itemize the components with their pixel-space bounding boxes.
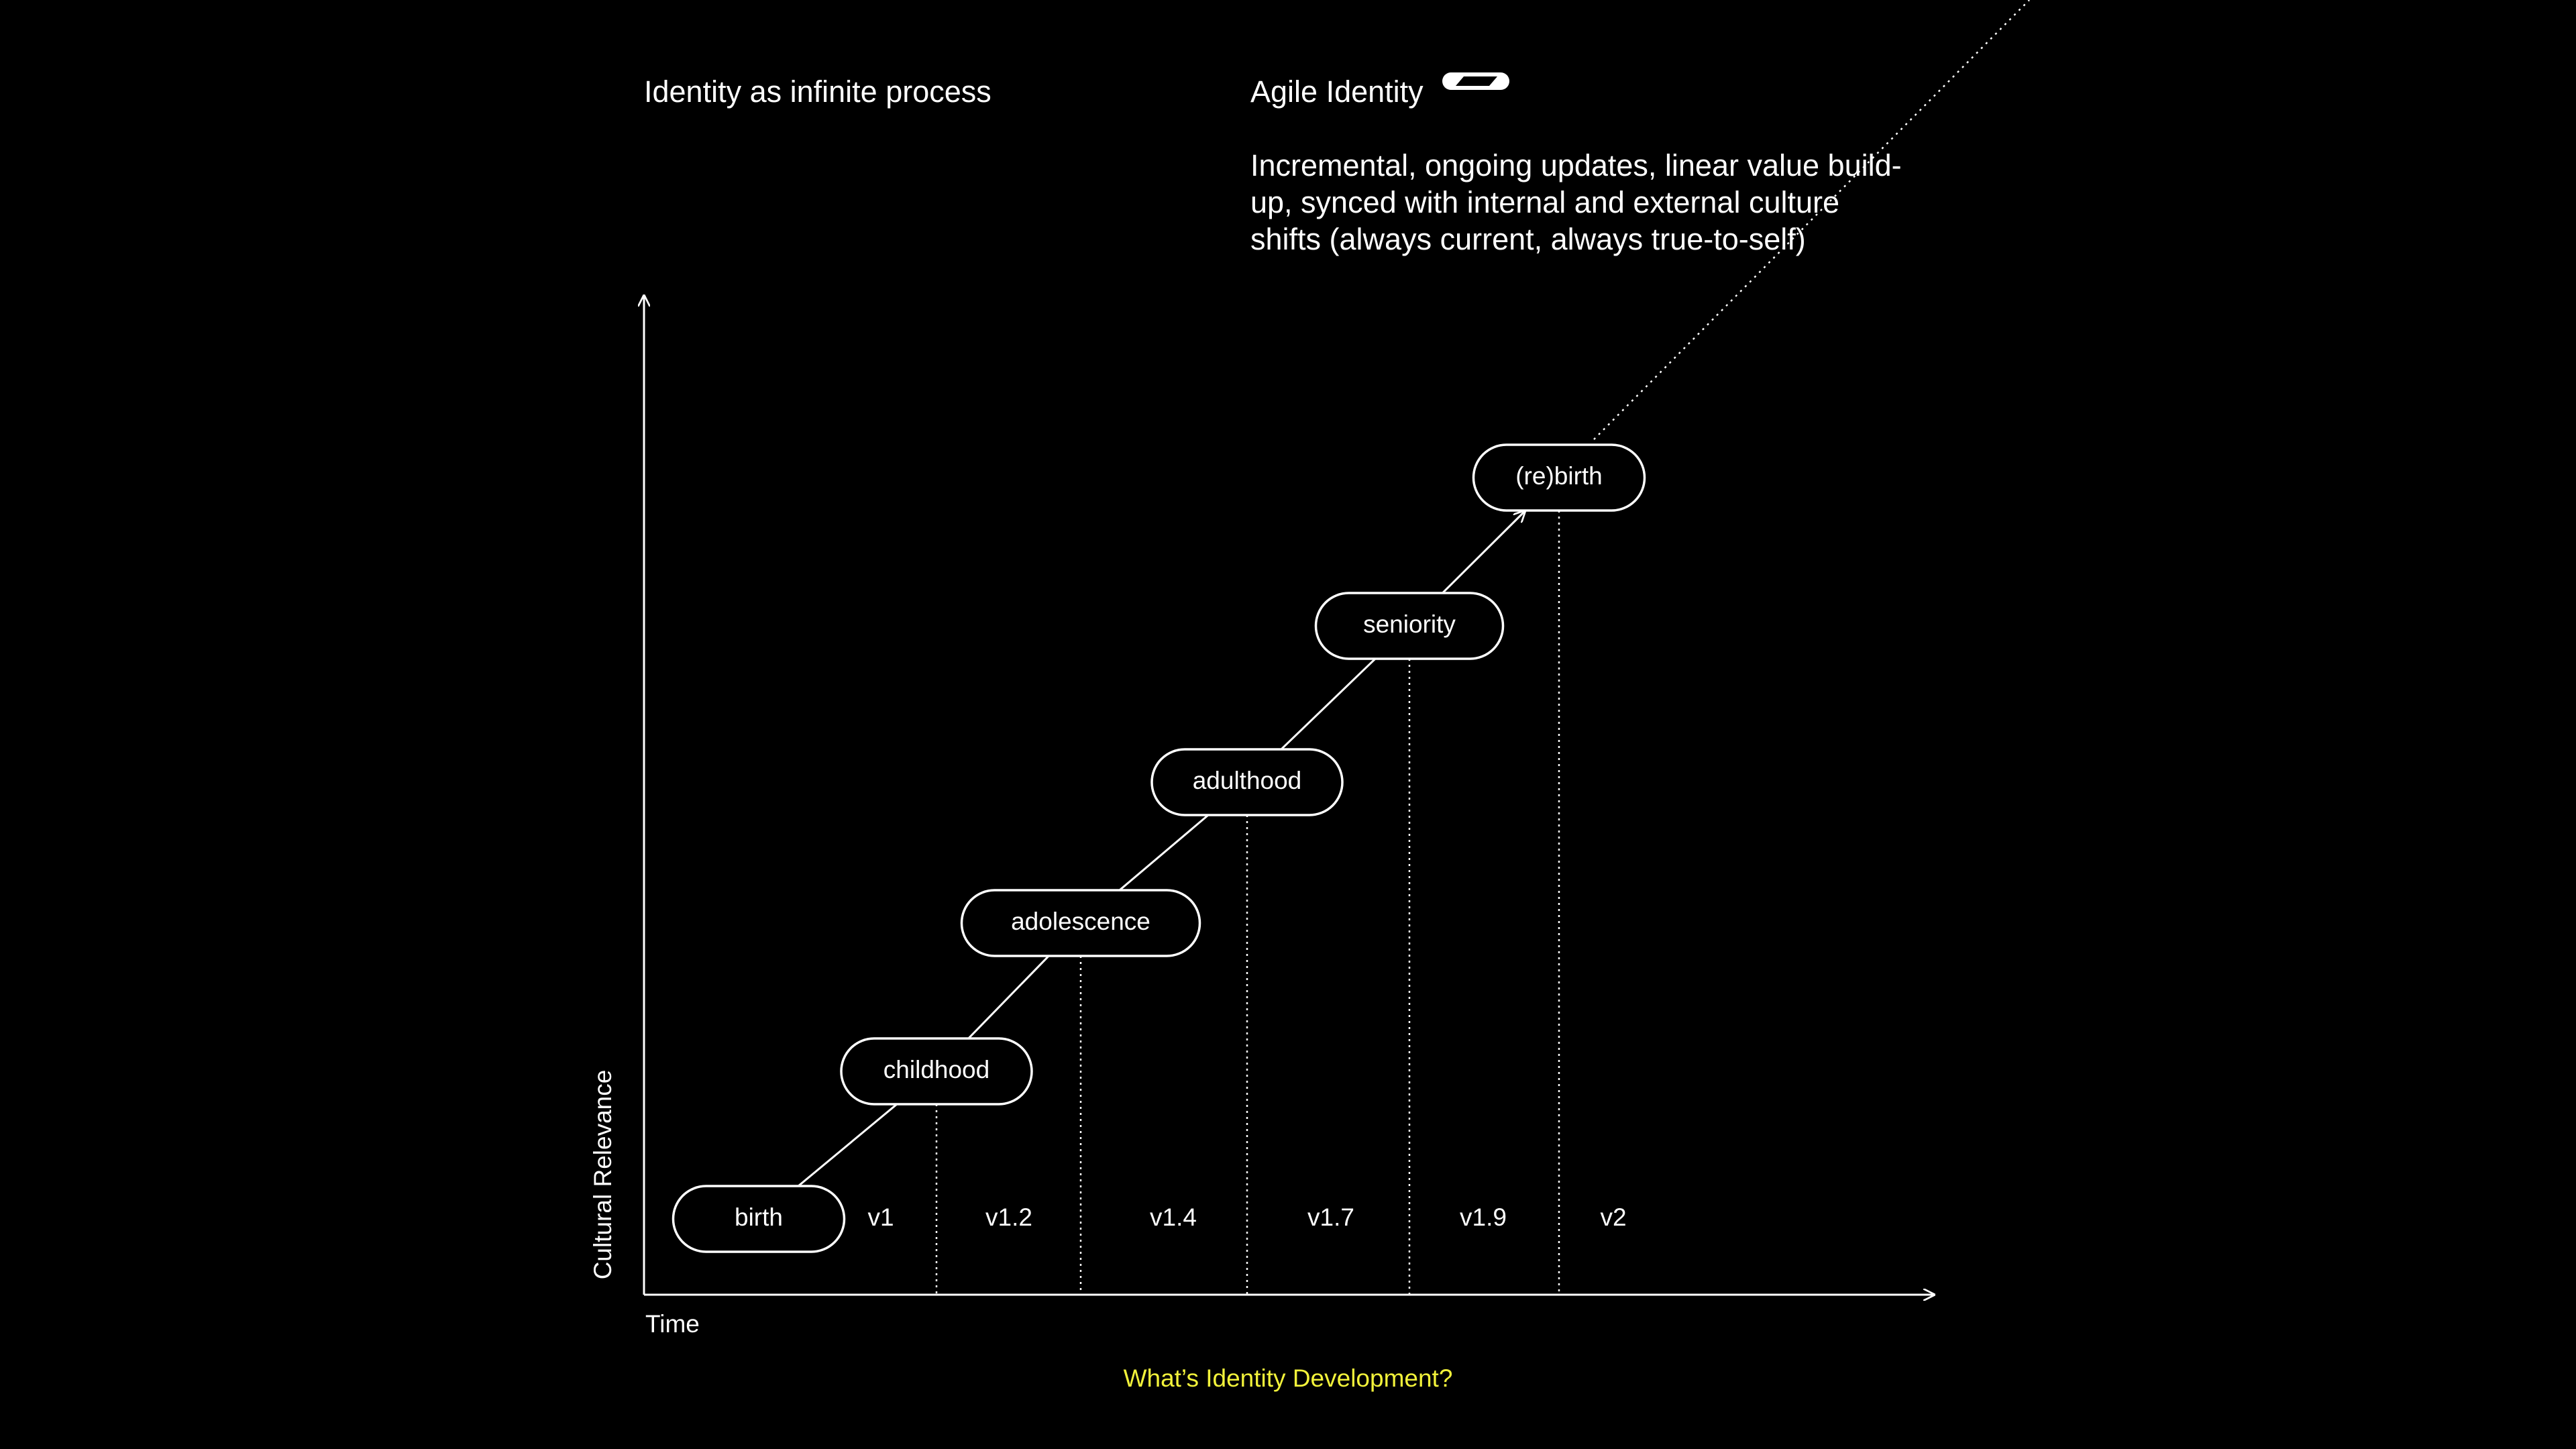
version-label: v1.4 — [1150, 1203, 1197, 1231]
continuation-line — [1593, 0, 2030, 440]
x-axis-label: Time — [645, 1310, 700, 1338]
description-line: shifts (always current, always true-to-s… — [1250, 222, 1806, 256]
logo — [1442, 72, 1509, 90]
stage-pill — [840, 1037, 1033, 1106]
description-line: up, synced with internal and external cu… — [1250, 185, 1839, 219]
stage-label: seniority — [1363, 610, 1456, 638]
stage-pill — [672, 1185, 846, 1253]
version-label: v1 — [867, 1203, 894, 1231]
stage-label: (re)birth — [1515, 462, 1603, 490]
version-label: v2 — [1600, 1203, 1626, 1231]
stage-label: childhood — [883, 1056, 989, 1083]
stage-pill — [1314, 592, 1505, 660]
right-title: Agile Identity — [1250, 74, 1424, 109]
stage-pill — [1472, 443, 1646, 512]
stage-label: adulthood — [1193, 767, 1302, 794]
left-title: Identity as infinite process — [644, 74, 991, 109]
version-label: v1.9 — [1460, 1203, 1507, 1231]
stage-label: birth — [735, 1203, 783, 1231]
version-label: v1.2 — [985, 1203, 1032, 1231]
footer-caption: What’s Identity Development? — [1124, 1364, 1453, 1392]
y-axis-label: Cultural Relevance — [589, 1070, 616, 1280]
version-label: v1.7 — [1307, 1203, 1354, 1231]
description-line: Incremental, ongoing updates, linear val… — [1250, 148, 1902, 182]
stages: birth childhood adolescence adulthood senior… — [672, 443, 1646, 1295]
stage-label: adolescence — [1011, 908, 1150, 935]
stage-pill — [960, 889, 1201, 957]
stage-pill — [1150, 748, 1344, 816]
